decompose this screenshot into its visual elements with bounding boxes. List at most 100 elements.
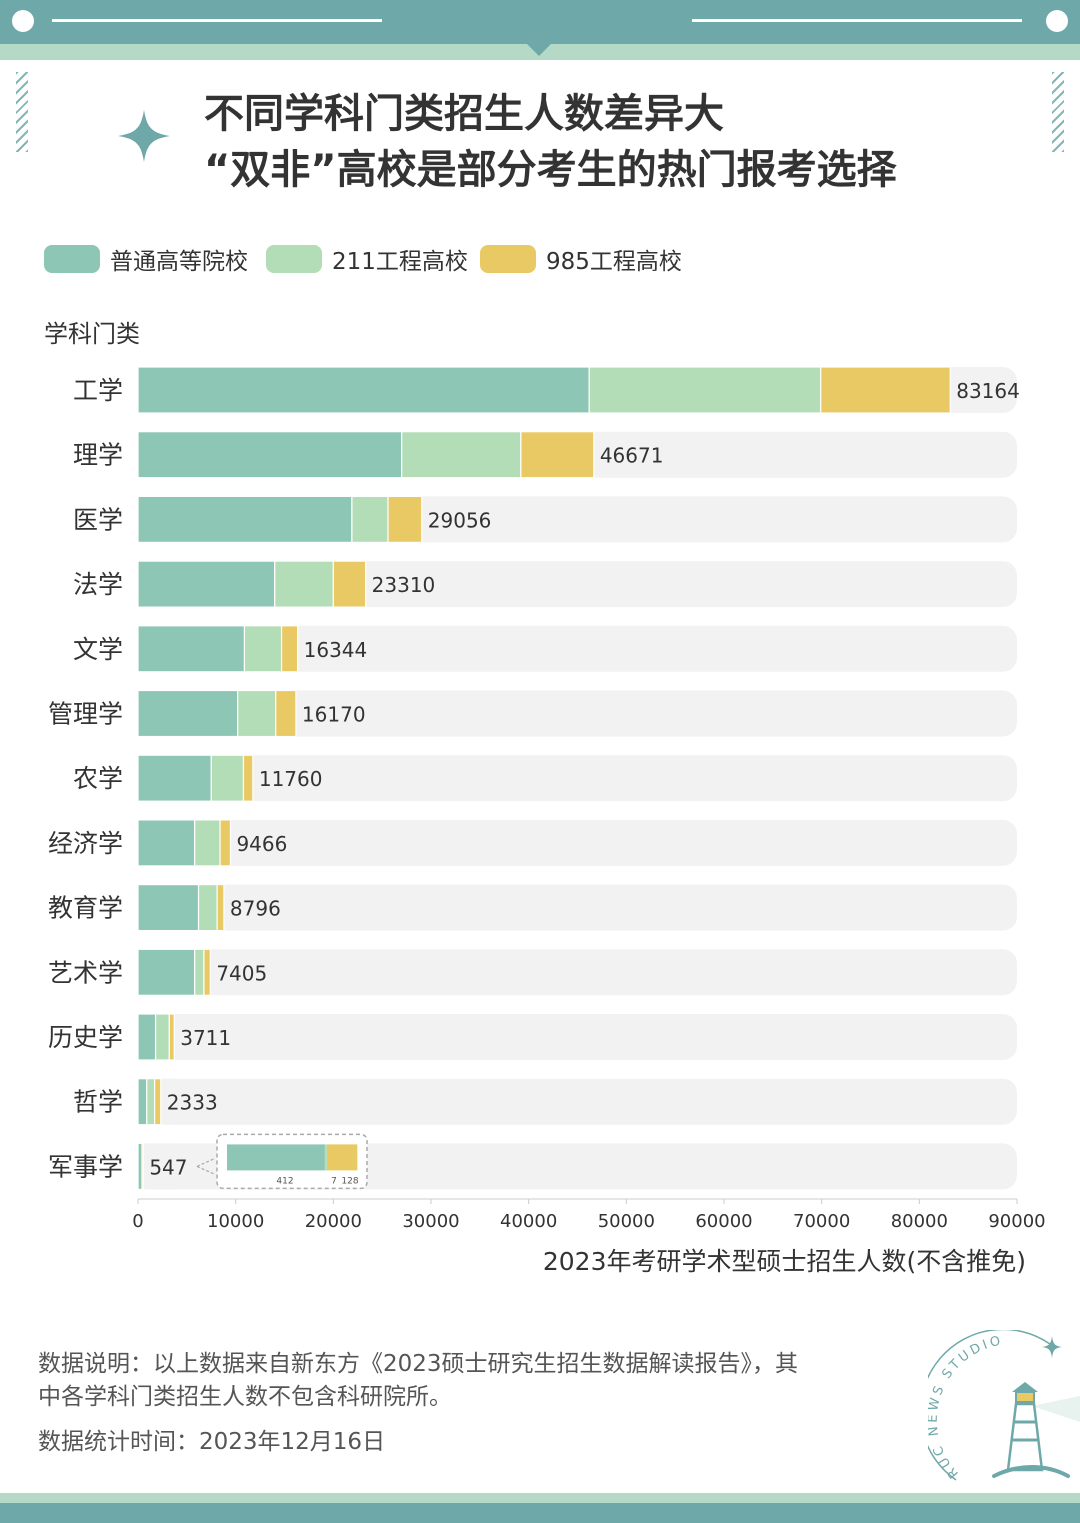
inset-segment: [324, 1144, 327, 1171]
category-label: 管理学: [48, 700, 123, 729]
category-label: 农学: [73, 764, 123, 793]
category-label: 经济学: [48, 829, 123, 858]
legend-label-ordinary: 普通高等院校: [110, 249, 248, 275]
bar-track-left: [138, 1143, 178, 1190]
logo-wave: [992, 1465, 1070, 1478]
total-label: 46671: [600, 444, 664, 468]
ruc-news-studio-logo: RUC NEWS STUDIO: [928, 1330, 1080, 1481]
bar-segment: [820, 366, 951, 414]
bar-segment: [154, 1078, 162, 1126]
bar-segment: [274, 560, 334, 608]
inset-value-label: 7: [331, 1176, 337, 1186]
logo-tower-stripes: [1012, 1420, 1038, 1442]
bar-segment: [237, 689, 277, 738]
total-label: 23310: [372, 573, 436, 597]
category-label: 教育学: [48, 894, 123, 923]
header-dot-right: [1046, 10, 1068, 32]
inset-segment: [326, 1144, 358, 1171]
category-label: 历史学: [48, 1023, 123, 1052]
legend-swatch-211: [266, 245, 322, 273]
inset-value-label: 412: [276, 1176, 293, 1186]
data-note-line-2: 中各学科门类招生人数不包含科研院所。: [38, 1384, 452, 1410]
header-line-left: [52, 19, 382, 22]
bar-segment: [194, 948, 205, 996]
bar-track: [138, 625, 1017, 672]
sparkle-star-icon: [118, 110, 170, 162]
bar-track: [138, 1078, 1017, 1125]
legend-label-985: 985工程高校: [546, 249, 682, 275]
total-label: 16344: [304, 638, 368, 662]
bar-segment: [137, 366, 590, 414]
bar-segment: [280, 625, 299, 673]
bar-segment: [387, 495, 423, 543]
total-label: 2333: [167, 1091, 218, 1115]
data-note: 数据说明：以上数据来自新东方《2023硕士研究生招生数据解读报告》，其 中各学科…: [38, 1348, 878, 1414]
logo-text-studio: STUDIO: [939, 1333, 1004, 1381]
stat-time: 数据统计时间：2023年12月16日: [38, 1429, 386, 1455]
total-label: 7405: [216, 961, 267, 985]
x-tick-label: 20000: [305, 1211, 362, 1232]
bar-track: [138, 1014, 1017, 1060]
bar-segment: [194, 819, 221, 867]
bar-segment: [137, 1142, 143, 1191]
category-label: 军事学: [48, 1152, 123, 1181]
header-dot-left: [12, 10, 34, 32]
title-line-1: 不同学科门类招生人数差异大: [204, 91, 724, 137]
x-tick-label: 10000: [207, 1211, 264, 1232]
x-tick-label: 40000: [500, 1211, 557, 1232]
bar-segment: [137, 1078, 148, 1126]
bar-track: [138, 949, 1017, 996]
bar-segment: [137, 431, 403, 479]
x-tick-label: 90000: [988, 1211, 1045, 1232]
x-tick-label: 50000: [598, 1211, 655, 1232]
category-label: 医学: [73, 505, 123, 534]
logo-light-beam: [1032, 1396, 1080, 1422]
logo-tower: [1006, 1402, 1044, 1472]
bar-track: [138, 690, 1017, 737]
legend-swatch-ordinary: [44, 245, 100, 273]
bar-segment: [137, 560, 276, 608]
stacked-bar-chart: 工学 83164 理学 46671 医学 29056 法学 23310 文学 16344 管理学 16…: [48, 366, 1046, 1232]
category-label: 艺术学: [48, 958, 123, 987]
logo-ring-text: RUC NEWS STUDIO: [928, 1333, 1005, 1481]
bar-track: [138, 819, 1017, 866]
x-tick-label: 30000: [402, 1211, 459, 1232]
logo-text-ruc: RUC: [930, 1441, 962, 1481]
bar-segment: [146, 1078, 156, 1126]
header-line-right: [692, 19, 1022, 22]
total-label: 29056: [428, 508, 492, 532]
total-label: 83164: [956, 379, 1020, 403]
data-note-line-1: 数据说明：以上数据来自新东方《2023硕士研究生招生数据解读报告》，其: [38, 1351, 799, 1377]
title-line-2: “双非”高校是部分考生的热门报考选择: [204, 147, 897, 193]
total-label: 3711: [180, 1026, 231, 1050]
bar-segment: [332, 560, 367, 608]
bar-segment: [197, 883, 218, 932]
bar-segment: [242, 754, 254, 802]
bar-segment: [351, 495, 389, 543]
header-notch: [527, 44, 551, 56]
bar-segment: [137, 1013, 157, 1061]
bar-segment: [210, 754, 245, 802]
inset-pointer: [196, 1157, 216, 1175]
bar-segment: [137, 948, 196, 996]
logo-ring: [928, 1330, 1051, 1481]
logo-lamp: [1015, 1391, 1035, 1403]
total-label: 8796: [230, 897, 281, 921]
x-tick-label: 80000: [891, 1211, 948, 1232]
bar-track: [138, 755, 1017, 802]
bar-segment: [141, 1142, 144, 1191]
logo-star: [1042, 1336, 1062, 1358]
legend-item-ordinary: 普通高等院校: [44, 244, 248, 275]
x-axis-label: 2023年考研学术型硕士招生人数(不含推免): [542, 1247, 1026, 1276]
logo-text-news: NEWS: [928, 1381, 948, 1437]
bar-track: [138, 884, 1017, 931]
page-title: 不同学科门类招生人数差异大 “双非”高校是部分考生的热门报考选择: [204, 86, 1064, 198]
bar-segment: [216, 883, 225, 932]
footer-strip: [0, 1493, 1080, 1503]
x-tick-label: 60000: [695, 1211, 752, 1232]
bar-segment: [275, 689, 297, 738]
bar-segment: [137, 625, 246, 673]
legend-item-211: 211工程高校: [266, 244, 468, 275]
category-label: 文学: [73, 635, 123, 664]
bar-segment: [137, 754, 212, 802]
